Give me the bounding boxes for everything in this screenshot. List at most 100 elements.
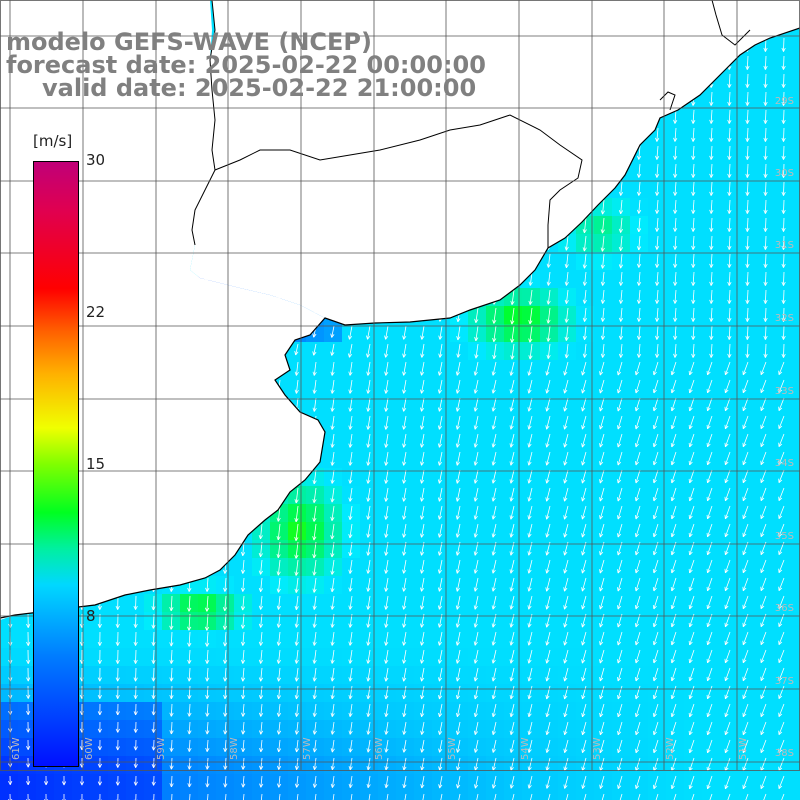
wind-arrow bbox=[491, 379, 497, 394]
wind-speed-cell bbox=[468, 486, 486, 504]
wind-speed-cell bbox=[594, 558, 612, 576]
wind-speed-cell bbox=[486, 630, 504, 648]
wind-speed-cell bbox=[666, 450, 684, 468]
wind-speed-cell bbox=[756, 90, 774, 108]
wind-arrow bbox=[474, 325, 479, 342]
wind-speed-cell bbox=[522, 666, 540, 684]
colorbar bbox=[33, 161, 79, 767]
wind-speed-cell bbox=[540, 666, 558, 684]
wind-speed-cell bbox=[126, 792, 144, 800]
wind-speed-cell bbox=[648, 558, 666, 576]
wind-speed-cell bbox=[18, 792, 36, 800]
wind-speed-cell bbox=[162, 612, 180, 630]
wind-speed-cell bbox=[720, 576, 738, 594]
wind-arrow bbox=[563, 433, 569, 448]
lat-label: 38S bbox=[774, 748, 794, 759]
wind-arrow bbox=[636, 163, 642, 178]
wind-arrow bbox=[600, 235, 605, 252]
wind-arrow bbox=[742, 433, 749, 448]
wind-arrow bbox=[473, 397, 479, 412]
wind-arrow bbox=[510, 307, 515, 325]
wind-speed-cell bbox=[594, 432, 612, 450]
wind-arrow bbox=[727, 307, 732, 322]
wind-arrow bbox=[473, 379, 479, 394]
wind-speed-cell bbox=[720, 504, 738, 522]
wind-speed-cell bbox=[576, 450, 594, 468]
wind-arrow bbox=[634, 433, 641, 448]
wind-speed-cell bbox=[126, 684, 144, 702]
wind-arrow bbox=[473, 451, 479, 466]
wind-arrow bbox=[330, 523, 335, 540]
wind-speed-cell bbox=[774, 324, 792, 342]
wind-speed-cell bbox=[342, 792, 360, 800]
wind-speed-cell bbox=[162, 648, 180, 666]
wind-arrow bbox=[420, 505, 425, 520]
wind-arrow bbox=[709, 343, 714, 358]
wind-arrow bbox=[618, 271, 624, 286]
wind-speed-cell bbox=[792, 468, 800, 486]
wind-speed-cell bbox=[792, 108, 800, 126]
wind-speed-cell bbox=[468, 684, 486, 702]
wind-speed-cell bbox=[486, 522, 504, 540]
wind-arrow bbox=[564, 343, 569, 359]
wind-speed-cell bbox=[756, 414, 774, 432]
wind-speed-cell bbox=[792, 504, 800, 522]
wind-speed-cell bbox=[180, 666, 198, 684]
wind-speed-cell bbox=[792, 270, 800, 288]
wind-speed-cell bbox=[792, 180, 800, 198]
wind-arrow bbox=[760, 433, 767, 448]
wind-speed-cell bbox=[54, 792, 72, 800]
wind-speed-cell bbox=[180, 630, 198, 648]
wind-speed-cell bbox=[684, 540, 702, 558]
wind-arrow bbox=[763, 235, 768, 250]
wind-speed-cell bbox=[612, 612, 630, 630]
wind-speed-cell bbox=[144, 594, 162, 612]
wind-speed-cell bbox=[558, 594, 576, 612]
wind-speed-cell bbox=[504, 468, 522, 486]
wind-arrow bbox=[709, 307, 714, 322]
wind-speed-cell bbox=[216, 648, 234, 666]
wind-speed-cell bbox=[594, 756, 612, 774]
wind-speed-cell bbox=[792, 54, 800, 72]
wind-speed-cell bbox=[666, 126, 684, 144]
wind-speed-cell bbox=[648, 522, 666, 540]
wind-speed-cell bbox=[756, 216, 774, 234]
wind-speed-cell bbox=[18, 630, 36, 648]
wind-speed-cell bbox=[792, 216, 800, 234]
wind-speed-cell bbox=[774, 486, 792, 504]
wind-arrow bbox=[760, 469, 767, 484]
wind-speed-cell bbox=[504, 684, 522, 702]
wind-arrow bbox=[634, 415, 641, 430]
wind-arrow bbox=[527, 523, 533, 538]
wind-speed-cell bbox=[684, 576, 702, 594]
lon-label: 61W bbox=[11, 737, 22, 760]
wind-speed-cell bbox=[738, 684, 756, 702]
wind-speed-cell bbox=[180, 756, 198, 774]
lon-label: 52W bbox=[665, 737, 676, 760]
wind-speed-cell bbox=[738, 108, 756, 126]
wind-speed-cell bbox=[216, 594, 234, 612]
wind-arrow bbox=[455, 361, 461, 376]
wind-speed-cell bbox=[108, 702, 126, 720]
wind-speed-cell bbox=[522, 792, 540, 800]
wind-arrow bbox=[491, 469, 497, 484]
wind-arrow bbox=[402, 415, 407, 430]
wind-speed-cell bbox=[738, 252, 756, 270]
wind-speed-cell bbox=[216, 684, 234, 702]
wind-arrow bbox=[438, 325, 443, 340]
wind-speed-cell bbox=[702, 396, 720, 414]
wind-arrow bbox=[763, 109, 768, 124]
wind-arrow bbox=[745, 343, 750, 358]
wind-arrow bbox=[709, 271, 714, 286]
wind-arrow bbox=[691, 325, 696, 340]
wind-arrow bbox=[510, 343, 515, 360]
wind-speed-cell bbox=[648, 270, 666, 288]
wind-speed-cell bbox=[684, 288, 702, 306]
lat-label: 31S bbox=[774, 240, 794, 251]
wind-speed-cell bbox=[684, 126, 702, 144]
wind-speed-cell bbox=[666, 666, 684, 684]
wind-speed-cell bbox=[468, 720, 486, 738]
wind-speed-cell bbox=[738, 756, 756, 774]
wind-arrow bbox=[706, 451, 713, 466]
